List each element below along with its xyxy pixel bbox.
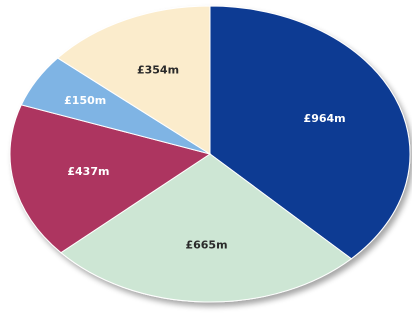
pie-slice-0 xyxy=(209,5,411,260)
pie-slice-2 xyxy=(9,104,212,254)
pie-slice-label-1: £665m xyxy=(185,239,227,252)
pie-slice-1 xyxy=(60,153,353,303)
pie-slices xyxy=(9,5,411,303)
pie-slice-label-4: £354m xyxy=(137,64,179,77)
pie-slice-label-0: £964m xyxy=(304,112,346,125)
pie-slice-label-2: £437m xyxy=(67,165,109,178)
pie-slice-4 xyxy=(56,5,211,155)
pie-labels: £964m £665m £437m £150m £354m xyxy=(64,64,345,252)
pie-slice-label-3: £150m xyxy=(64,94,106,107)
